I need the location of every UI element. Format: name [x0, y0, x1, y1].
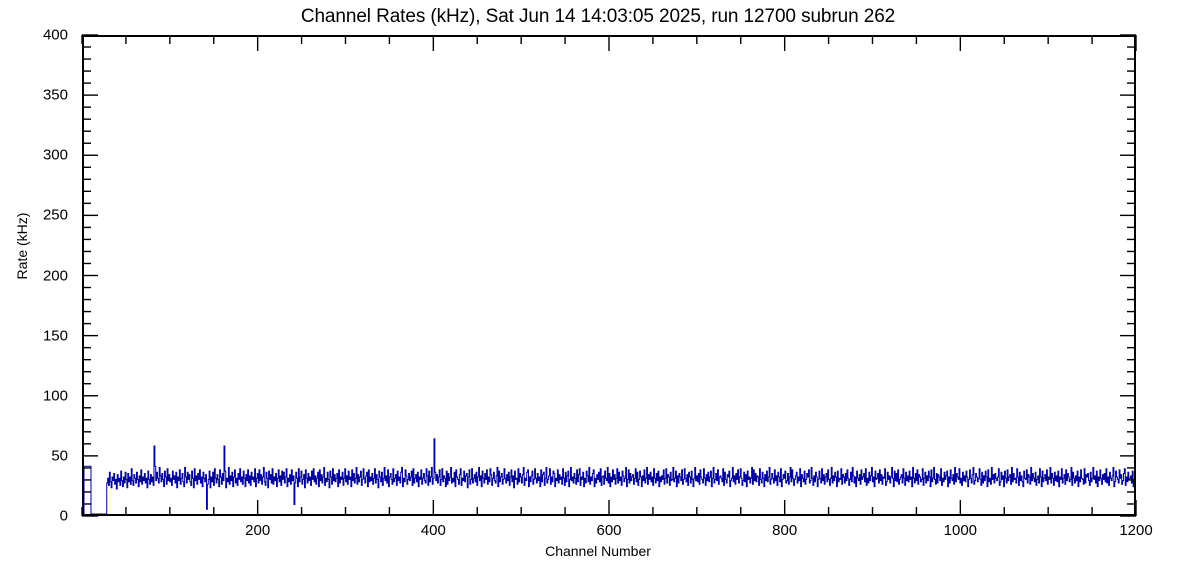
y-axis-title: Rate (kHz) [14, 212, 30, 280]
histogram-series [84, 439, 1134, 514]
plot-frame [82, 35, 1136, 516]
y-tick-label: 50 [51, 447, 68, 465]
chart-title: Channel Rates (kHz), Sat Jun 14 14:03:05… [300, 6, 896, 27]
y-tick-label: 200 [42, 267, 68, 284]
x-tick-label: 1000 [943, 522, 978, 539]
x-tick-label: 400 [420, 522, 446, 539]
y-tick-label: 100 [42, 387, 68, 405]
y-tick-label: 400 [42, 26, 68, 44]
y-tick-label: 250 [42, 206, 68, 224]
y-tick-label: 300 [42, 146, 68, 164]
x-tick-label: 800 [772, 522, 798, 539]
x-tick-label: 600 [596, 522, 622, 539]
histogram-outline [84, 439, 1134, 514]
x-tick-label: 1200 [1119, 522, 1153, 539]
x-axis-title: Channel Number [545, 543, 651, 559]
y-tick-label: 150 [42, 327, 68, 345]
histogram-plot [84, 37, 1134, 514]
x-tick-label: 200 [245, 522, 271, 539]
y-tick-label: 350 [42, 86, 68, 104]
y-tick-label: 0 [59, 507, 68, 525]
